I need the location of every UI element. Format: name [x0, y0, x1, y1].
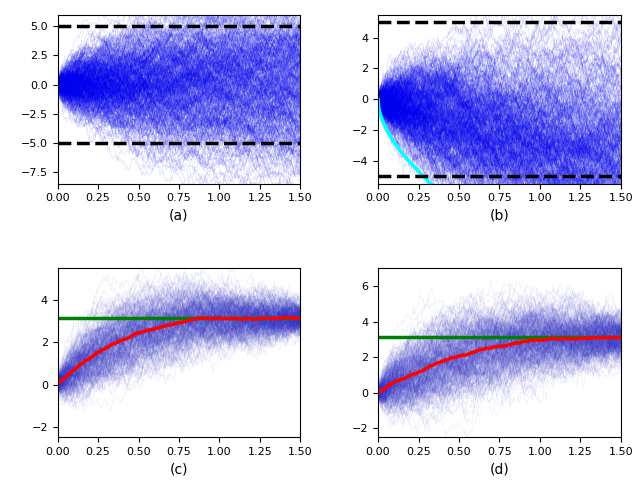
X-axis label: (b): (b): [490, 209, 509, 223]
X-axis label: (d): (d): [490, 463, 509, 477]
X-axis label: (c): (c): [170, 463, 188, 477]
X-axis label: (a): (a): [169, 209, 189, 223]
